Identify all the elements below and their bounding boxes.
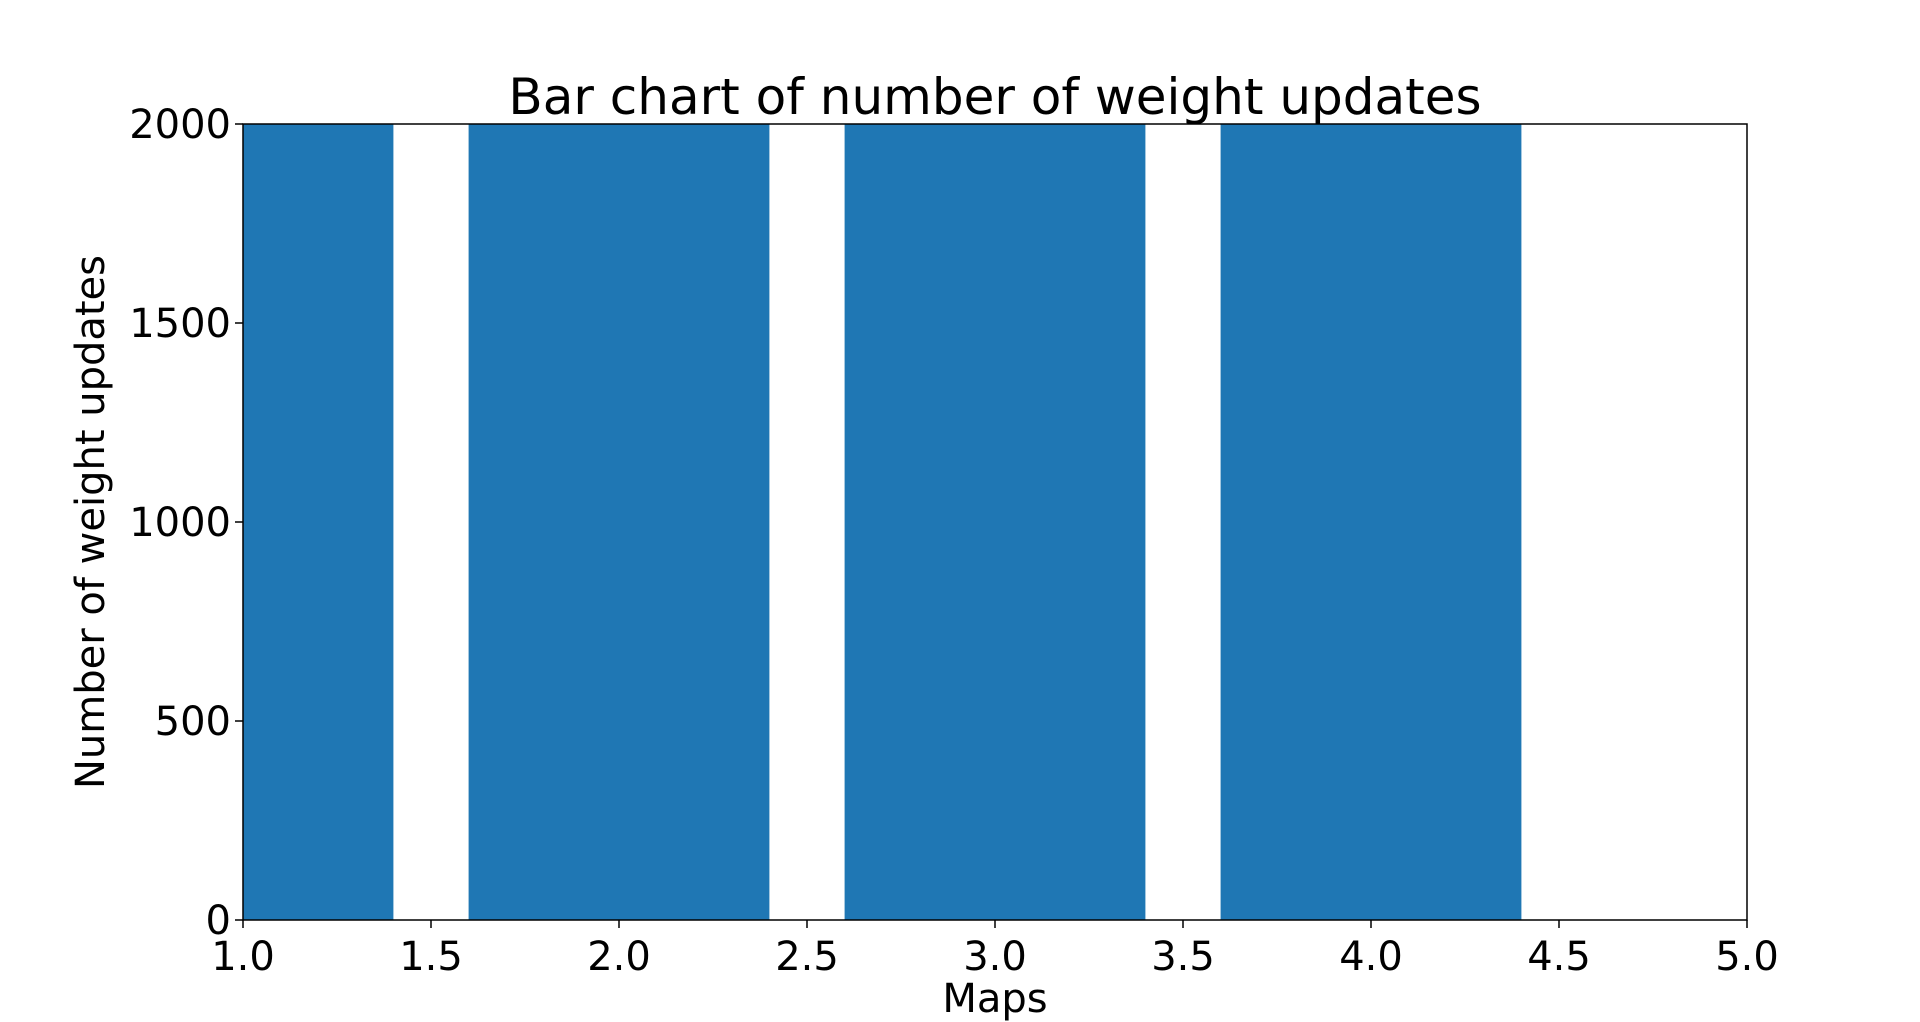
x-tick-label: 3.0 xyxy=(963,934,1027,980)
y-tick-label: 0 xyxy=(206,898,231,944)
x-tick-label: 1.0 xyxy=(211,934,275,980)
bar-4 xyxy=(1220,124,1522,920)
x-axis-ticks: 1.0 1.5 2.0 2.5 3.0 3.5 4.0 4.5 5.0 xyxy=(211,920,1779,980)
y-axis-ticks: 0 500 1000 1500 2000 xyxy=(129,102,243,944)
x-axis-title: Maps xyxy=(942,976,1047,1022)
x-tick-label: 4.0 xyxy=(1339,934,1403,980)
bars-group xyxy=(243,124,1522,920)
y-tick-label: 2000 xyxy=(129,102,231,148)
bar-1 xyxy=(243,124,394,920)
y-tick-label: 1000 xyxy=(129,500,231,546)
y-axis-title: Number of weight updates xyxy=(68,255,114,789)
x-tick-label: 2.0 xyxy=(587,934,651,980)
x-tick-label: 4.5 xyxy=(1527,934,1591,980)
chart-title: Bar chart of number of weight updates xyxy=(508,68,1481,126)
bar-3 xyxy=(844,124,1146,920)
bar-2 xyxy=(468,124,770,920)
y-tick-label: 500 xyxy=(155,699,231,745)
y-tick-label: 1500 xyxy=(129,301,231,347)
x-tick-label: 3.5 xyxy=(1151,934,1215,980)
x-tick-label: 1.5 xyxy=(399,934,463,980)
x-tick-label: 5.0 xyxy=(1715,934,1779,980)
x-tick-label: 2.5 xyxy=(775,934,839,980)
